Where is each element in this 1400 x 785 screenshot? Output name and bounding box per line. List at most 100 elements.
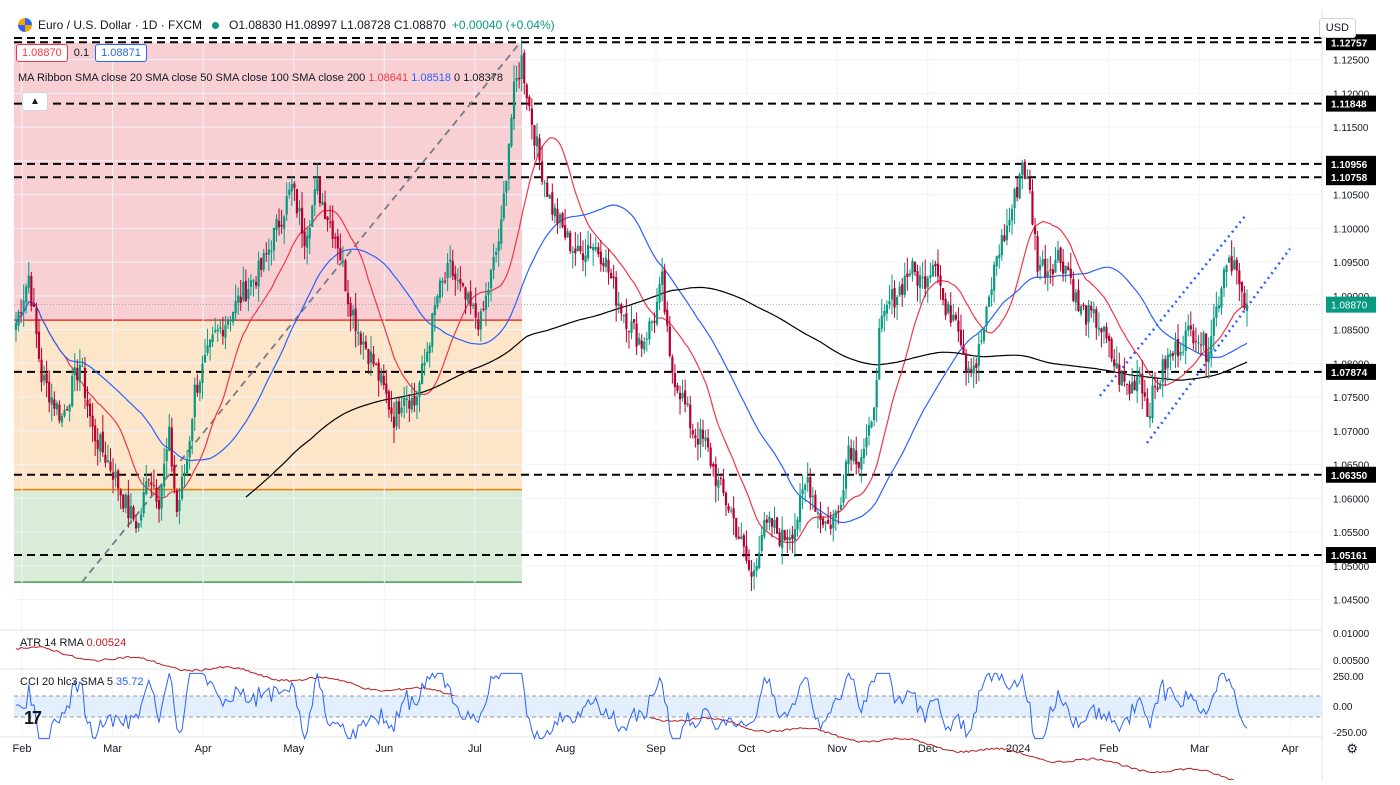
- candle-body: [17, 311, 20, 326]
- candle-body: [160, 485, 163, 509]
- candle-body: [497, 241, 500, 252]
- symbol-title[interactable]: Euro / U.S. Dollar · 1D · FXCM: [38, 18, 203, 32]
- candle-body: [142, 492, 145, 514]
- candle-body: [947, 303, 950, 314]
- candle-body: [231, 311, 235, 323]
- atr-value: 0.00524: [86, 637, 127, 649]
- candle-body: [834, 511, 837, 518]
- candle-body: [528, 96, 531, 107]
- candle-body: [14, 323, 18, 330]
- candle-body: [569, 232, 572, 252]
- candle-body: [730, 510, 733, 512]
- channel-upper-line: [1099, 215, 1246, 397]
- candle-body: [684, 390, 687, 405]
- candle-body: [193, 384, 196, 417]
- candle-body: [377, 362, 380, 381]
- candle-body: [362, 341, 365, 345]
- sell-button[interactable]: 1.08870: [16, 44, 68, 62]
- x-tick-label: 2024: [1006, 743, 1030, 755]
- candle-body: [1087, 304, 1090, 322]
- candle-body: [1212, 317, 1215, 336]
- candle-body: [224, 325, 227, 338]
- candle-body: [1146, 398, 1149, 417]
- candle-body: [479, 311, 482, 330]
- candle-body: [45, 373, 48, 384]
- candle-body: [916, 271, 919, 286]
- tradingview-logo-icon[interactable]: 17: [24, 708, 42, 728]
- collapse-legend-button[interactable]: ▲: [22, 92, 48, 111]
- y-tick-label: 1.07500: [1333, 393, 1370, 404]
- candle-body: [921, 277, 924, 279]
- candle-body: [804, 484, 807, 490]
- candle-body: [798, 494, 802, 522]
- candle-body: [571, 251, 574, 253]
- candle-body: [91, 415, 94, 427]
- candle-body: [819, 512, 822, 520]
- candle-body: [170, 427, 173, 467]
- candle-body: [221, 329, 224, 337]
- candle-body: [752, 570, 756, 577]
- fib-zone-red: [14, 42, 522, 321]
- candle-body: [111, 472, 115, 480]
- candle-body: [280, 224, 283, 227]
- buy-button[interactable]: 1.08871: [95, 44, 147, 62]
- candle-body: [252, 280, 255, 282]
- candle-body: [119, 490, 122, 496]
- candle-body: [617, 303, 620, 307]
- candle-body: [689, 404, 692, 429]
- candle-body: [1074, 292, 1077, 303]
- candle-body: [1082, 304, 1085, 307]
- candle-body: [609, 272, 613, 279]
- candle-body: [1199, 344, 1203, 346]
- candle-body: [306, 235, 309, 248]
- candle-body: [474, 303, 477, 318]
- candle-body: [244, 280, 247, 302]
- candle-body: [1064, 265, 1067, 274]
- fib-zone-green: [14, 489, 522, 583]
- candle-body: [839, 504, 843, 510]
- candle-body: [203, 354, 207, 363]
- candle-body: [1036, 235, 1039, 272]
- candle-body: [1120, 373, 1123, 386]
- candle-body: [975, 363, 978, 368]
- candle-body: [226, 320, 230, 325]
- candle-body: [901, 284, 904, 295]
- x-tick-label: Jul: [468, 743, 482, 755]
- candle-body: [645, 338, 648, 340]
- candle-body: [1235, 259, 1238, 271]
- candle-body: [829, 524, 832, 529]
- candle-body: [311, 205, 314, 227]
- candle-body: [533, 125, 536, 146]
- candle-body: [63, 409, 66, 416]
- sma50-line: [15, 204, 1248, 524]
- x-tick-label: Nov: [827, 743, 847, 755]
- candle-body: [1051, 269, 1055, 275]
- quote-panel: 1.08870 0.1 1.08871: [16, 44, 147, 62]
- settings-gear-icon[interactable]: ⚙: [1346, 741, 1358, 756]
- candle-body: [104, 454, 107, 463]
- candle-body: [466, 292, 470, 302]
- candle-body: [313, 189, 316, 206]
- candle-body: [1033, 226, 1037, 235]
- candle-body: [124, 494, 127, 508]
- candle-body: [985, 306, 988, 326]
- ma-ribbon-legend[interactable]: MA Ribbon SMA close 20 SMA close 50 SMA …: [18, 72, 503, 84]
- candle-body: [880, 315, 883, 329]
- candle-body: [740, 536, 743, 539]
- last-price-tag: [1326, 296, 1376, 313]
- atr-legend[interactable]: ATR 14 RMA 0.00524: [20, 637, 126, 649]
- candle-body: [163, 463, 166, 487]
- candle-body: [277, 220, 281, 228]
- candle-body: [25, 286, 28, 303]
- currency-selector[interactable]: USD: [1318, 18, 1356, 38]
- cci-legend[interactable]: CCI 20 hlc3 SMA 5 35.72: [20, 676, 144, 688]
- candle-body: [987, 296, 991, 307]
- candle-body: [883, 311, 886, 317]
- candle-body: [964, 353, 968, 373]
- candle-body: [911, 260, 914, 275]
- candle-body: [451, 260, 454, 277]
- candle-body: [214, 330, 217, 332]
- candle-body: [127, 495, 130, 519]
